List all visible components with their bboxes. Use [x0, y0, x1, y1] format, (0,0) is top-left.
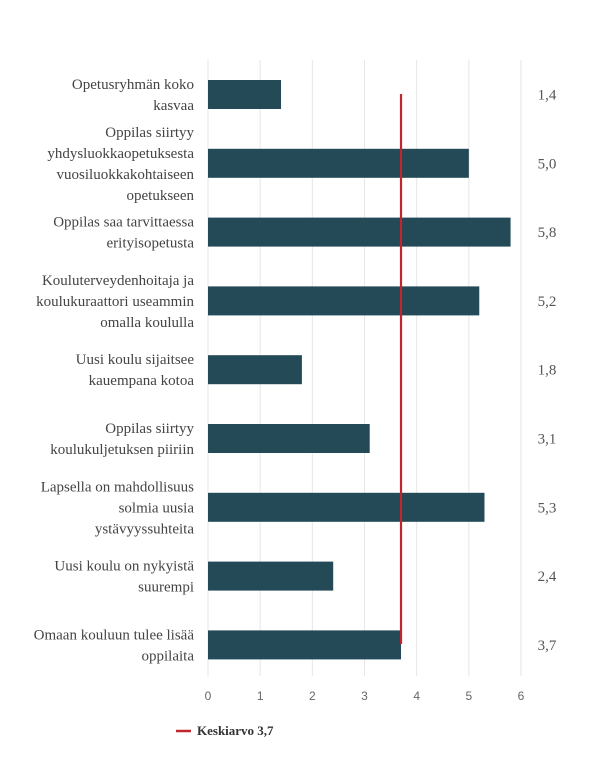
bar	[208, 492, 485, 522]
value-label: 1,4	[538, 88, 557, 104]
bar	[208, 80, 282, 109]
bar	[208, 561, 334, 591]
value-label: 3,1	[538, 432, 557, 448]
bar	[208, 217, 511, 247]
category-label: yhdysluokkaopetuksesta	[47, 146, 194, 162]
x-tick-label: 1	[257, 689, 264, 703]
category-label: Oppilas saa tarvittaessa	[53, 215, 194, 231]
x-axis-ticks: 0 1 2 3 4 5 6	[205, 689, 525, 703]
category-label: opetukseen	[127, 188, 195, 204]
category-label: omalla koululla	[100, 315, 194, 331]
category-label: Omaan kouluun tulee lisää	[34, 627, 195, 643]
value-label: 3,7	[538, 638, 557, 654]
value-label: 5,2	[538, 294, 557, 310]
category-label: solmia uusia	[119, 500, 195, 516]
category-label: Lapsella on mahdollisuus	[41, 479, 194, 495]
value-label: 5,0	[538, 156, 557, 172]
bar	[208, 424, 370, 453]
bars	[208, 80, 511, 660]
legend-label: Keskiarvo 3,7	[197, 723, 274, 738]
category-label: Oppilas siirtyy	[105, 421, 194, 437]
bar	[208, 355, 302, 385]
category-label: koulukuljetuksen piiriin	[50, 442, 194, 458]
value-label: 5,3	[538, 500, 557, 516]
value-labels: 1,4 5,0 5,8 5,2 1,8 3,1 5,3 2,4 3,7	[538, 88, 557, 654]
category-label: oppilaita	[142, 648, 195, 664]
category-label: kasvaa	[153, 98, 194, 114]
x-tick-label: 6	[518, 689, 525, 703]
value-label: 1,8	[538, 363, 557, 379]
x-tick-label: 5	[465, 689, 472, 703]
x-tick-label: 4	[413, 689, 420, 703]
category-label: Opetusryhmän koko	[72, 77, 194, 93]
category-label: Kouluterveydenhoitaja ja	[42, 273, 194, 289]
category-label: Oppilas siirtyy	[105, 125, 194, 141]
category-label: koulukuraattori useammin	[36, 294, 194, 310]
x-tick-label: 2	[309, 689, 316, 703]
category-label: erityisopetusta	[107, 236, 195, 252]
category-label: Uusi koulu on nykyistä	[54, 559, 194, 575]
bar	[208, 148, 469, 178]
category-label: suurempi	[138, 580, 194, 596]
category-label: Uusi koulu sijaitsee	[76, 352, 195, 368]
value-label: 5,8	[538, 225, 557, 241]
value-label: 2,4	[538, 569, 557, 585]
category-label: vuosiluokkakohtaiseen	[57, 167, 195, 183]
bar	[208, 286, 480, 316]
x-tick-label: 0	[205, 689, 212, 703]
x-tick-label: 3	[361, 689, 368, 703]
legend: Keskiarvo 3,7	[176, 723, 274, 738]
category-label: ystävyyssuhteita	[95, 521, 194, 537]
bar	[208, 630, 402, 660]
category-label: kauempana kotoa	[89, 373, 195, 389]
category-labels: Opetusryhmän koko kasvaa Oppilas siirtyy yh…	[34, 77, 195, 664]
